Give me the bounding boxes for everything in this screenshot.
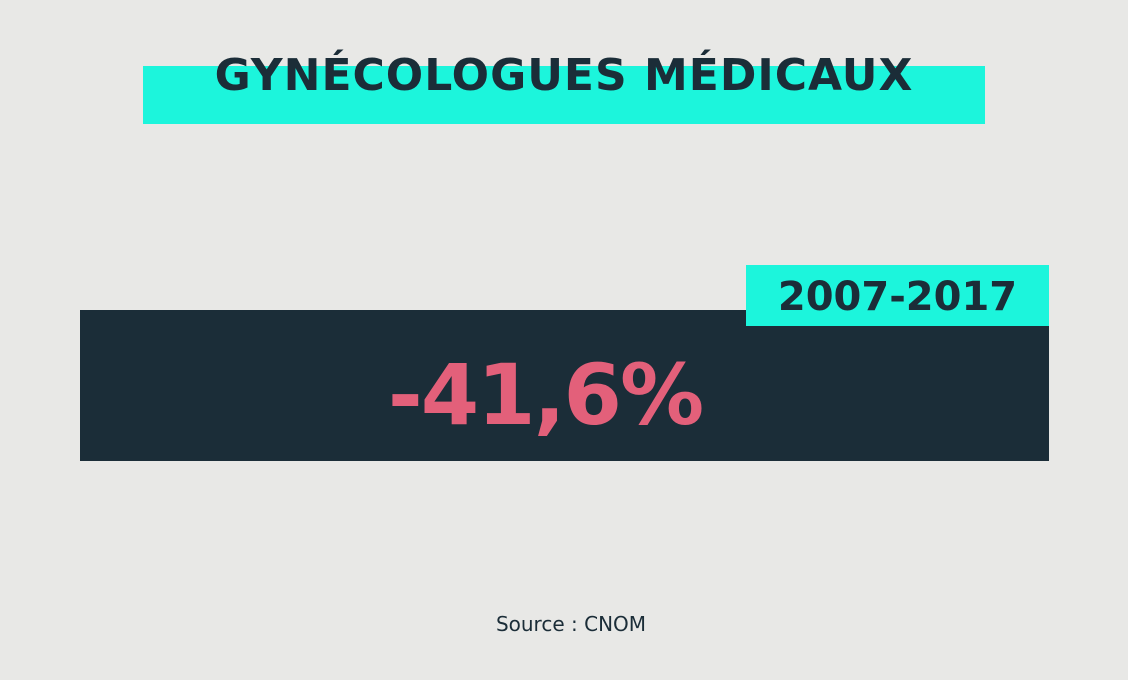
title: GYNÉCOLOGUES MÉDICAUX	[214, 50, 914, 101]
figure-panel	[80, 310, 1049, 461]
title-band	[143, 66, 985, 124]
figure: -41,6%	[387, 346, 704, 444]
source: Source : CNOM	[495, 612, 647, 636]
period-tag: 2007-2017	[746, 265, 1049, 326]
